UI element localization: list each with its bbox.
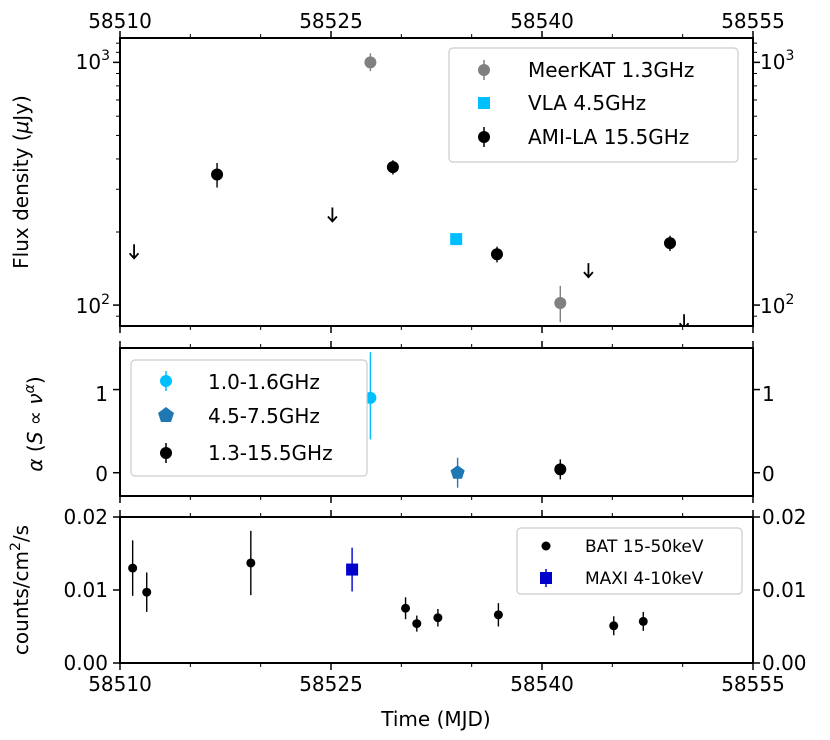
top-x-tick-label: 58510 — [88, 9, 152, 33]
legend-marker-1.3-15.5 — [160, 447, 172, 459]
legend-label-4.5-7.5: 4.5-7.5GHz — [208, 404, 320, 428]
alpha-panel-frame — [119, 347, 754, 497]
panel-alpha-marks — [364, 352, 567, 488]
xray-y-tick-left: 0.00 — [63, 651, 108, 675]
data-point — [401, 603, 411, 613]
data-point — [554, 463, 567, 476]
xray-y-tick-left: 0.02 — [63, 505, 108, 529]
x-tick-label: 58540 — [510, 672, 574, 696]
x-tick-label: 58525 — [299, 672, 363, 696]
xray-y-tick-right: 0.02 — [762, 505, 807, 529]
alpha-y-axis-label: α (S ∝ να) — [22, 376, 47, 471]
data-point — [386, 161, 399, 174]
flux-y-tick-left-1000: 103 — [76, 48, 110, 74]
legend-label-ami: AMI-LA 15.5GHz — [528, 125, 689, 149]
data-point — [664, 237, 677, 250]
legend-marker-bat — [541, 541, 551, 551]
xray-y-tick-left: 0.01 — [63, 578, 108, 602]
legend-label-vla: VLA 4.5GHz — [528, 91, 646, 115]
bottom-x-tick-labels: 58510 58525 58540 58555 — [88, 672, 785, 696]
xray-legend: BAT 15-50keV MAXI 4-10keV — [516, 527, 743, 595]
upper-limit-arrow-head — [583, 271, 594, 279]
x-axis-label: Time (MJD) — [380, 707, 490, 731]
data-point — [490, 248, 503, 261]
data-point — [609, 621, 619, 631]
upper-limit-arrow-head — [678, 322, 690, 326]
flux-y-tick-right-100: 102 — [760, 292, 794, 318]
alpha-y-tick-labels: 1 0 1 0 — [95, 382, 774, 486]
xray-y-axis-label: counts/cm2/s — [8, 525, 33, 655]
data-point — [364, 56, 377, 69]
top-x-tick-label: 58555 — [721, 9, 785, 33]
top-x-tick-labels: 58510 58525 58540 58555 — [88, 9, 785, 33]
xray-legend-box — [516, 527, 743, 595]
x-tick-label: 58555 — [721, 672, 785, 696]
flux-y-tick-labels: 103 102 103 102 — [76, 48, 795, 318]
x-tick-label: 58510 — [88, 672, 152, 696]
top-x-tick-label: 58525 — [299, 9, 363, 33]
alpha-y-tick-left: 1 — [95, 382, 108, 406]
axis-ticks — [113, 31, 760, 670]
flux-y-tick-right-1000: 103 — [760, 48, 794, 74]
flux-legend-box — [448, 47, 739, 163]
legend-marker-maxi — [540, 572, 552, 584]
legend-label-bat: BAT 15-50keV — [585, 537, 704, 557]
legend-label-meerkat: MeerKAT 1.3GHz — [528, 58, 694, 82]
alpha-legend-box — [130, 359, 368, 477]
flux-y-axis-label: Flux density (μJy) — [9, 95, 33, 269]
data-point — [493, 610, 503, 620]
legend-label-1-1.6: 1.0-1.6GHz — [208, 370, 320, 394]
data-point — [412, 619, 422, 629]
alpha-y-tick-left: 0 — [95, 462, 108, 486]
flux-y-tick-left-100: 102 — [76, 292, 110, 318]
data-point — [638, 616, 648, 626]
alpha-legend: 1.0-1.6GHz 4.5-7.5GHz 1.3-15.5GHz — [130, 359, 368, 477]
panel-flux-marks — [128, 53, 690, 326]
data-point — [346, 563, 359, 576]
data-point — [211, 168, 224, 181]
xray-y-tick-right: 0.01 — [762, 578, 807, 602]
legend-marker-4.5-7.5 — [158, 407, 174, 422]
flux-panel-frame — [119, 37, 754, 327]
top-x-tick-label: 58540 — [510, 9, 574, 33]
upper-limit-arrow-head — [128, 252, 140, 260]
xray-y-tick-right: 0.00 — [762, 651, 807, 675]
legend-marker-1-1.6 — [160, 375, 172, 387]
data-point — [450, 465, 465, 479]
data-point — [128, 563, 138, 573]
legend-marker-ami — [478, 131, 490, 143]
legend-marker-meerkat — [478, 64, 490, 76]
panel-xray-marks — [128, 530, 648, 636]
alpha-y-tick-right: 1 — [762, 382, 775, 406]
upper-limit-arrow-head — [327, 215, 338, 223]
xray-y-tick-labels: 0.02 0.01 0.00 0.02 0.01 0.00 — [63, 505, 806, 675]
data-point — [246, 558, 256, 568]
flux-legend: MeerKAT 1.3GHz VLA 4.5GHz AMI-LA 15.5GHz — [448, 47, 739, 163]
data-point — [554, 296, 567, 309]
legend-label-maxi: MAXI 4-10keV — [585, 569, 704, 589]
legend-marker-vla — [478, 97, 490, 109]
data-marks — [128, 53, 690, 636]
data-point — [142, 587, 152, 597]
alpha-y-tick-right: 0 — [762, 462, 775, 486]
data-point — [450, 233, 463, 246]
legend-label-1.3-15.5: 1.3-15.5GHz — [208, 441, 333, 465]
data-point — [433, 613, 443, 623]
